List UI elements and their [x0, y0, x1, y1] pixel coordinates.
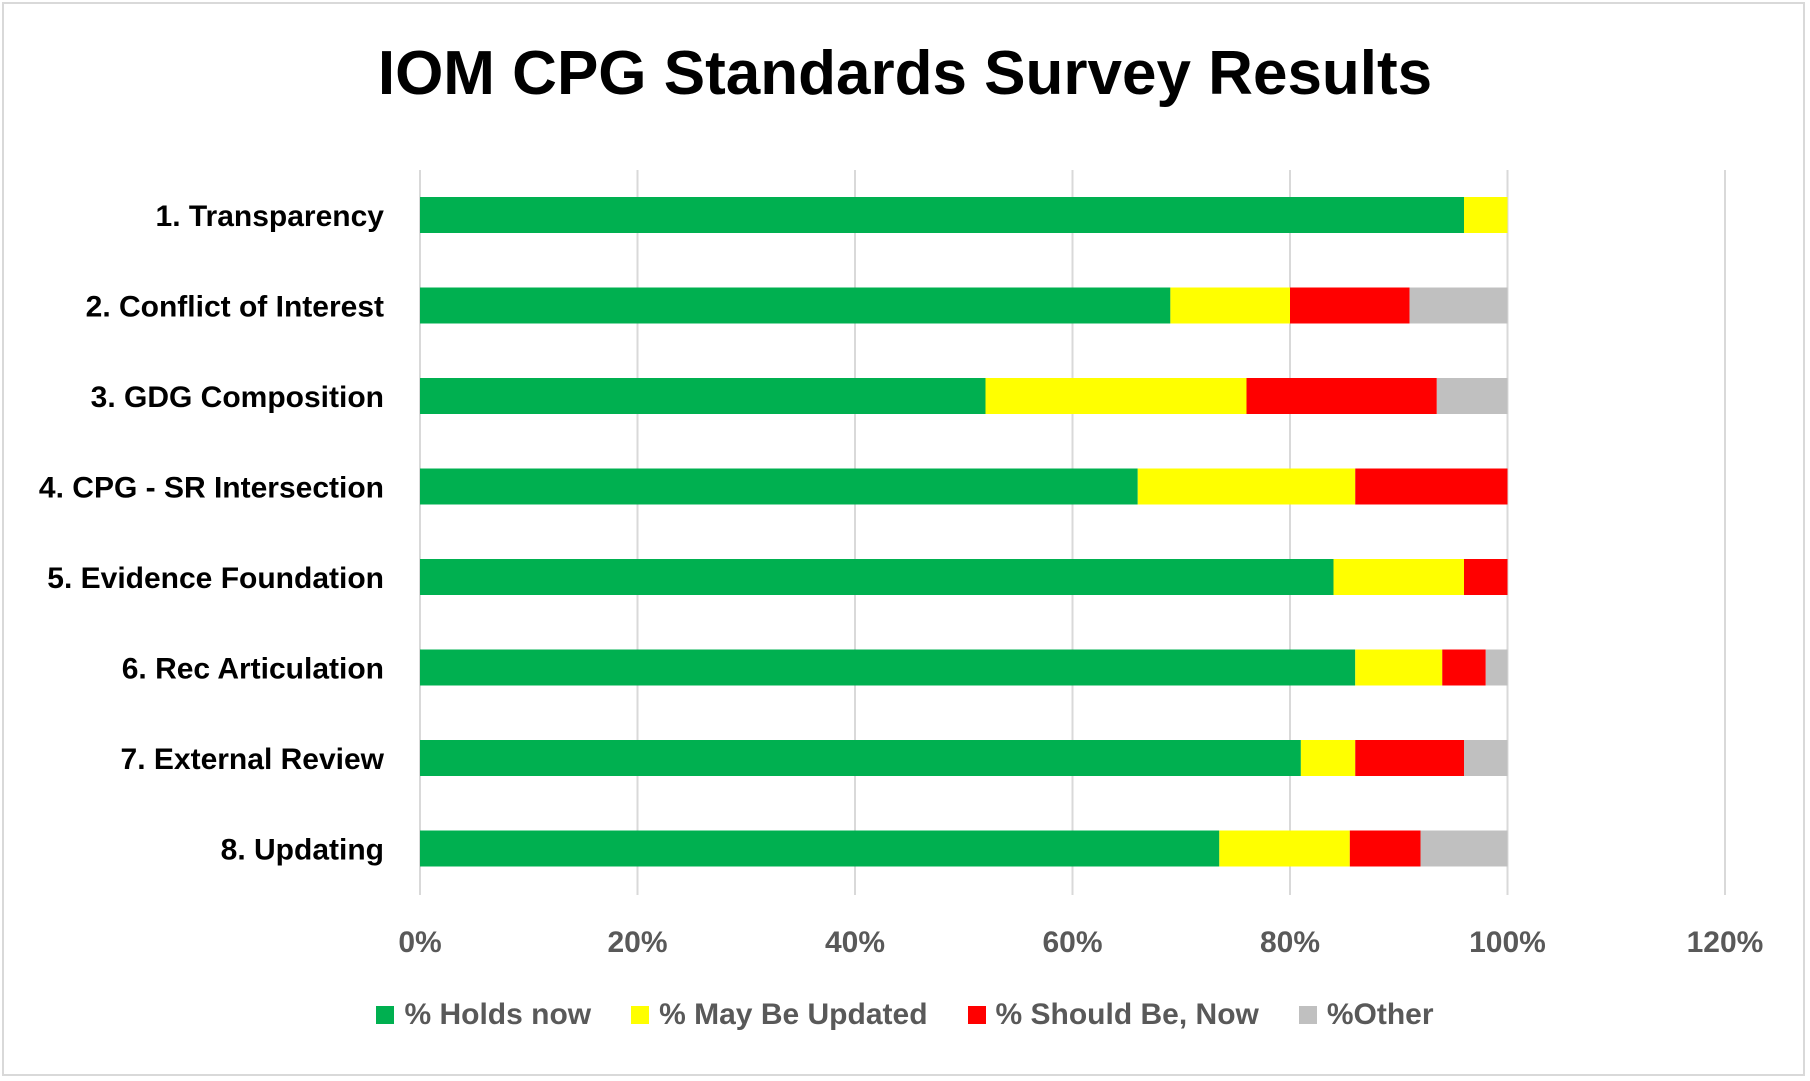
bar-segment — [1333, 559, 1464, 595]
bar-segment — [1355, 740, 1464, 776]
legend-item: % May Be Updated — [631, 998, 928, 1032]
bar-segment — [1464, 197, 1508, 233]
bar-segment — [1290, 287, 1410, 324]
legend-swatch — [1298, 1006, 1317, 1024]
bar-segment — [420, 468, 1138, 505]
bar-segment — [1464, 740, 1508, 776]
bar-segment — [1137, 468, 1356, 505]
x-tick-label: 0% — [398, 926, 441, 959]
bar-segment — [420, 287, 1171, 324]
chart-title: IOM CPG Standards Survey Results — [377, 39, 1433, 108]
legend-label: % Holds now — [404, 998, 592, 1031]
bar-segment — [420, 649, 1356, 686]
bar-segment — [1300, 740, 1356, 776]
bar-segment — [1355, 468, 1508, 505]
x-tick-label: 100% — [1469, 926, 1546, 959]
category-label: 4. CPG - SR Intersection — [39, 472, 384, 505]
bar-segment — [420, 740, 1301, 776]
bar-segment — [1409, 287, 1508, 324]
bar-segment — [1246, 378, 1437, 414]
bar-segment — [1349, 830, 1421, 867]
legend-item: % Should Be, Now — [967, 998, 1259, 1032]
x-tick-label: 20% — [607, 926, 667, 959]
category-label: 2. Conflict of Interest — [86, 291, 384, 324]
legend-label: % May Be Updated — [659, 998, 928, 1031]
bar-segment — [1436, 378, 1508, 414]
bar-segment — [985, 378, 1247, 414]
bar-segment — [1485, 649, 1508, 686]
x-tick-label: 60% — [1042, 926, 1102, 959]
category-label: 8. Updating — [221, 834, 384, 867]
category-label: 6. Rec Articulation — [122, 653, 384, 686]
bar-segment — [1170, 287, 1290, 324]
bar-segment — [420, 197, 1464, 233]
bar-segment — [1420, 830, 1508, 867]
category-label: 1. Transparency — [156, 200, 385, 233]
legend-item: % Holds now — [376, 998, 591, 1032]
bar-segment — [1464, 559, 1508, 595]
x-tick-label: 40% — [825, 926, 885, 959]
bar-segment — [420, 378, 986, 414]
legend-swatch — [967, 1006, 986, 1024]
category-label: 7. External Review — [121, 743, 385, 776]
bar-segment — [420, 559, 1334, 595]
legend-swatch — [631, 1006, 650, 1024]
legend-label: %Other — [1326, 998, 1434, 1031]
x-tick-label: 80% — [1260, 926, 1320, 959]
category-label: 5. Evidence Foundation — [47, 562, 384, 595]
legend-label: % Should Be, Now — [995, 998, 1259, 1031]
bar-segment — [1219, 830, 1350, 867]
legend-swatch — [376, 1006, 395, 1024]
category-label: 3. GDG Composition — [91, 381, 384, 414]
bar-segment — [1442, 649, 1486, 686]
legend-item: %Other — [1298, 998, 1434, 1032]
chart-legend: % Holds now % May Be Updated % Should Be, … — [0, 998, 1810, 1032]
bar-segment — [1355, 649, 1443, 686]
bar-segment — [420, 830, 1220, 867]
x-tick-label: 120% — [1687, 926, 1764, 959]
